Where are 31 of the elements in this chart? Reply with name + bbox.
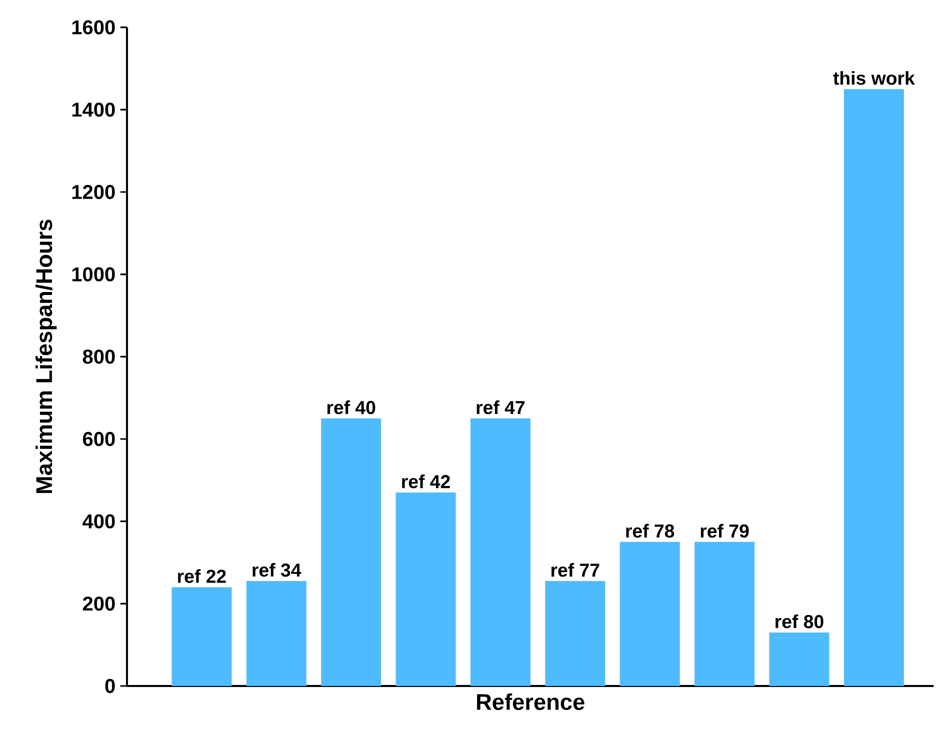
bar	[620, 542, 680, 686]
x-tick-label: ref 34	[252, 563, 302, 577]
y-tick-label: 0	[105, 678, 115, 694]
bar	[694, 542, 755, 686]
x-tick-label: this work	[833, 71, 915, 85]
y-tick-label: 1400	[72, 102, 115, 117]
x-tick-label: ref 42	[402, 474, 450, 488]
bar	[172, 587, 232, 686]
x-tick-label: ref 47	[476, 400, 525, 414]
x-tick-label: ref 22	[178, 569, 226, 583]
x-tick-label: ref 77	[551, 563, 600, 577]
bar	[396, 492, 456, 686]
y-tick-label: 800	[82, 350, 115, 364]
x-tick-label: ref 78	[626, 524, 674, 538]
y-tick-label: 1200	[72, 184, 115, 200]
y-tick-label: 1000	[72, 267, 115, 282]
bar	[545, 581, 606, 686]
y-tick-label: 200	[82, 596, 115, 611]
y-tick-label: 400	[82, 514, 115, 528]
bar	[844, 89, 904, 686]
x-tick-label: ref 40	[327, 400, 376, 414]
bar	[470, 418, 530, 686]
y-tick-label: 600	[82, 432, 115, 446]
x-tick-label: ref 79	[700, 524, 749, 538]
y-axis-title: Maximum Lifespan/Hours	[36, 220, 57, 494]
x-axis-title: Reference	[477, 693, 584, 710]
x-tick-label: ref 80	[776, 614, 824, 628]
bar	[321, 418, 382, 686]
bar	[769, 632, 830, 686]
bar	[246, 581, 306, 686]
y-tick-label: 1600	[72, 20, 115, 34]
